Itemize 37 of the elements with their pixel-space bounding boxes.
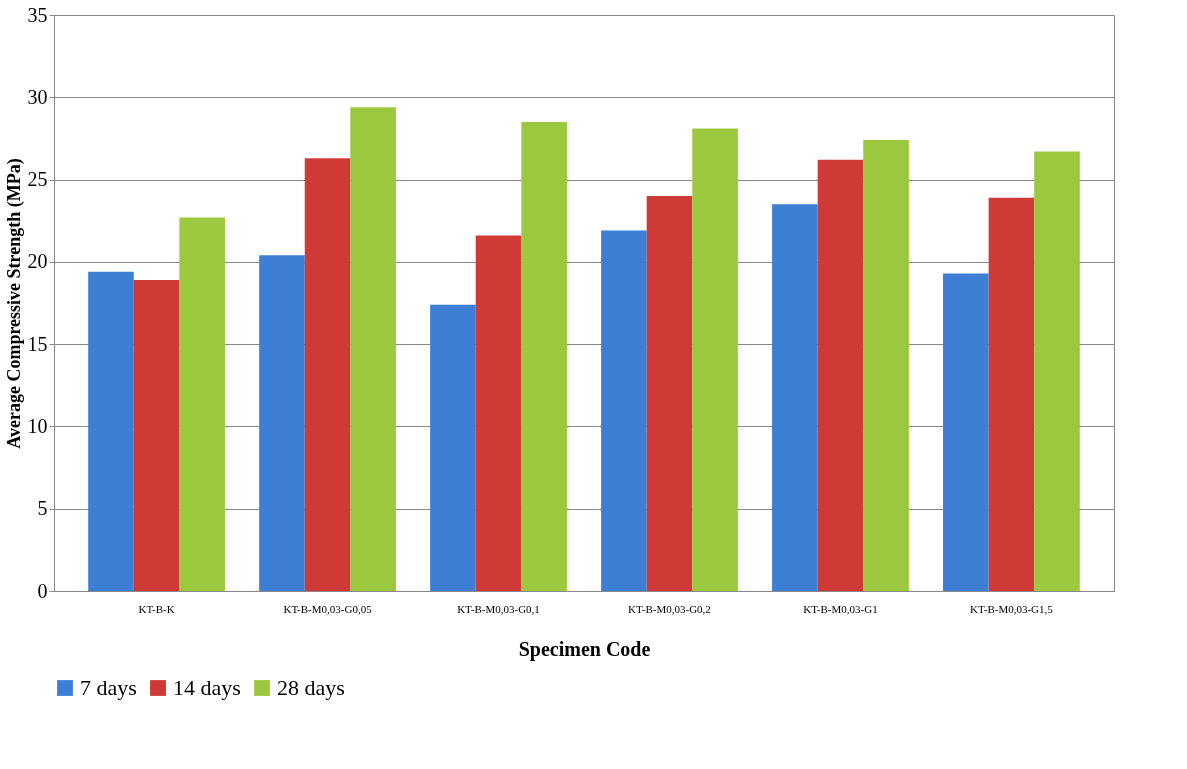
x-tick-label: KT-B-M0,03-G0,05	[283, 602, 373, 615]
y-tick-label: 20	[27, 250, 48, 273]
x-tick-label: KT-B-M0,03-G0,2	[628, 602, 711, 615]
bar	[133, 279, 180, 591]
bar	[259, 255, 305, 591]
y-tick-label: 10	[27, 414, 48, 437]
bar	[943, 273, 989, 591]
legend-label: 14 days	[173, 675, 241, 700]
y-tick-label: 30	[27, 85, 48, 108]
y-tick-label: 0	[37, 579, 48, 602]
bar	[772, 204, 818, 591]
bar	[601, 230, 647, 591]
bar	[430, 304, 476, 591]
legend-label: 7 days	[80, 675, 137, 700]
bar	[863, 140, 909, 591]
bar	[521, 121, 567, 591]
bar	[988, 197, 1035, 591]
x-tick-label: KT-B-M0,03-G1	[803, 602, 878, 615]
y-tick-label: 25	[27, 168, 48, 191]
x-tick-label: KT-B-K	[138, 602, 175, 615]
bar	[304, 158, 351, 591]
legend-label: 28 days	[277, 675, 345, 700]
x-tick-label: KT-B-M0,03-G0,1	[457, 602, 540, 615]
bar	[179, 217, 225, 591]
x-axis-title: Specimen Code	[518, 637, 651, 661]
y-tick-label: 35	[27, 3, 48, 26]
bar	[817, 159, 864, 591]
y-axis-title: Average Compressive Strength (MPa)	[3, 158, 25, 449]
bar	[1034, 151, 1080, 591]
bar	[692, 128, 738, 591]
y-tick-label: 15	[27, 332, 48, 355]
bar	[475, 235, 522, 591]
y-tick-label: 5	[37, 497, 48, 520]
x-tick-label: KT-B-M0,03-G1,5	[970, 602, 1054, 615]
bar	[88, 271, 134, 591]
bar	[350, 107, 396, 591]
bar	[646, 196, 693, 591]
